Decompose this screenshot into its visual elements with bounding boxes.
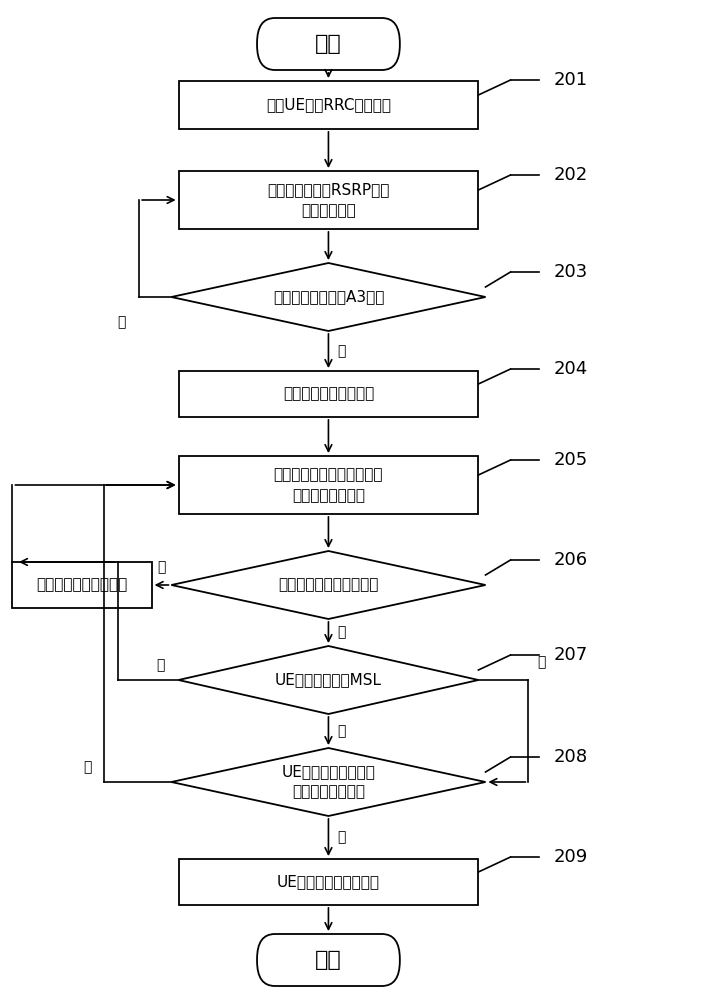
Bar bbox=[178, 81, 478, 129]
Polygon shape bbox=[171, 551, 486, 619]
Text: 是: 是 bbox=[337, 724, 346, 738]
Text: 203: 203 bbox=[553, 263, 588, 281]
Polygon shape bbox=[171, 263, 486, 331]
Text: 将相应基站加入邻接表: 将相应基站加入邻接表 bbox=[283, 386, 374, 401]
Bar bbox=[178, 456, 478, 514]
Text: 从邻接表中清除此基站: 从邻接表中清除此基站 bbox=[36, 578, 128, 592]
Bar bbox=[178, 859, 478, 905]
Text: 否: 否 bbox=[117, 315, 126, 329]
Text: 209: 209 bbox=[553, 848, 588, 866]
Text: 204: 204 bbox=[553, 360, 588, 378]
Text: 开始: 开始 bbox=[315, 34, 342, 54]
Text: 否: 否 bbox=[537, 655, 545, 669]
Text: 是: 是 bbox=[337, 830, 346, 844]
Text: 统计邻近基站的RSRP水平
以生成邻接表: 统计邻近基站的RSRP水平 以生成邻接表 bbox=[267, 182, 390, 218]
Text: UE要求载荷是否小于
目标基站剩余载荷: UE要求载荷是否小于 目标基站剩余载荷 bbox=[281, 765, 376, 799]
Polygon shape bbox=[178, 646, 478, 714]
Text: 相应基站是否满足A3事件: 相应基站是否满足A3事件 bbox=[273, 290, 384, 304]
Text: UE速度是否小于MSL: UE速度是否小于MSL bbox=[275, 672, 382, 688]
Bar bbox=[13, 562, 152, 608]
FancyBboxPatch shape bbox=[257, 18, 400, 70]
Bar bbox=[178, 371, 478, 417]
Text: 205: 205 bbox=[553, 451, 588, 469]
Text: 是: 是 bbox=[337, 626, 346, 640]
Text: 是: 是 bbox=[337, 344, 346, 358]
Text: UE向目标基站发起切换: UE向目标基站发起切换 bbox=[277, 874, 380, 890]
Polygon shape bbox=[171, 748, 486, 816]
Text: 结束: 结束 bbox=[315, 950, 342, 970]
Text: 否: 否 bbox=[84, 760, 92, 774]
Text: 否: 否 bbox=[156, 658, 165, 672]
Text: 202: 202 bbox=[553, 166, 588, 184]
Bar bbox=[178, 171, 478, 229]
FancyBboxPatch shape bbox=[257, 934, 400, 986]
Text: 目标基站是否为家庭基站: 目标基站是否为家庭基站 bbox=[278, 578, 378, 592]
Text: 针对UE生成RRC测量报告: 针对UE生成RRC测量报告 bbox=[266, 98, 391, 112]
Text: 207: 207 bbox=[553, 646, 588, 664]
Text: 208: 208 bbox=[553, 748, 588, 766]
Text: 201: 201 bbox=[553, 71, 588, 89]
Text: 从邻接表中选择代价最小的
基站作为目标基站: 从邻接表中选择代价最小的 基站作为目标基站 bbox=[273, 467, 383, 503]
Text: 206: 206 bbox=[553, 551, 588, 569]
Text: 否: 否 bbox=[157, 560, 166, 574]
